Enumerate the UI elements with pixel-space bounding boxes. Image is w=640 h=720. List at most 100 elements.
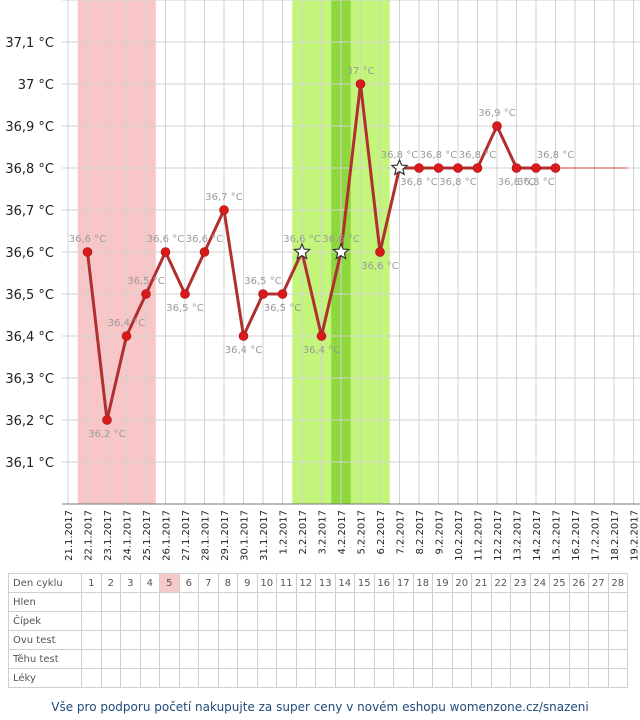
cycle-cell[interactable] [373, 668, 394, 688]
cycle-cell[interactable] [412, 592, 433, 612]
cycle-cell[interactable] [217, 649, 238, 669]
cycle-cell[interactable] [256, 668, 277, 688]
cycle-cell[interactable] [295, 592, 316, 612]
cycle-cell[interactable] [100, 592, 121, 612]
cycle-cell[interactable] [178, 611, 199, 631]
cycle-cell[interactable] [120, 668, 141, 688]
cycle-cell[interactable] [510, 668, 531, 688]
cycle-cell[interactable] [393, 668, 414, 688]
cycle-cell[interactable] [295, 649, 316, 669]
cycle-cell[interactable] [490, 611, 511, 631]
cycle-cell[interactable] [373, 630, 394, 650]
cycle-cell[interactable] [471, 630, 492, 650]
cycle-cell[interactable] [81, 668, 102, 688]
cycle-cell[interactable] [607, 611, 628, 631]
cycle-cell[interactable] [198, 649, 219, 669]
cycle-cell[interactable] [256, 649, 277, 669]
cycle-cell[interactable] [100, 611, 121, 631]
cycle-cell[interactable] [120, 649, 141, 669]
cycle-cell[interactable] [159, 592, 180, 612]
cycle-cell[interactable] [432, 611, 453, 631]
cycle-cell[interactable] [315, 668, 336, 688]
cycle-cell[interactable] [334, 649, 355, 669]
cycle-cell[interactable] [237, 630, 258, 650]
cycle-cell[interactable] [315, 649, 336, 669]
cycle-cell[interactable] [100, 630, 121, 650]
cycle-cell[interactable] [451, 611, 472, 631]
cycle-cell[interactable] [393, 592, 414, 612]
cycle-cell[interactable] [276, 649, 297, 669]
cycle-cell[interactable] [490, 592, 511, 612]
cycle-cell[interactable] [510, 611, 531, 631]
cycle-cell[interactable] [81, 630, 102, 650]
cycle-cell[interactable] [549, 630, 570, 650]
cycle-cell[interactable] [529, 611, 550, 631]
cycle-cell[interactable] [607, 649, 628, 669]
cycle-cell[interactable] [354, 668, 375, 688]
cycle-cell[interactable] [529, 592, 550, 612]
cycle-cell[interactable] [178, 649, 199, 669]
cycle-cell[interactable] [471, 649, 492, 669]
cycle-cell[interactable] [334, 630, 355, 650]
cycle-cell[interactable] [373, 611, 394, 631]
cycle-cell[interactable] [276, 668, 297, 688]
cycle-cell[interactable] [237, 649, 258, 669]
cycle-cell[interactable] [510, 630, 531, 650]
cycle-cell[interactable] [256, 611, 277, 631]
cycle-cell[interactable] [568, 649, 589, 669]
cycle-cell[interactable] [549, 668, 570, 688]
cycle-cell[interactable] [295, 611, 316, 631]
cycle-cell[interactable] [139, 630, 160, 650]
cycle-cell[interactable] [217, 668, 238, 688]
cycle-cell[interactable] [568, 668, 589, 688]
cycle-cell[interactable] [276, 630, 297, 650]
cycle-cell[interactable] [529, 649, 550, 669]
cycle-cell[interactable] [159, 611, 180, 631]
cycle-cell[interactable] [490, 649, 511, 669]
cycle-cell[interactable] [334, 611, 355, 631]
cycle-cell[interactable] [100, 649, 121, 669]
cycle-cell[interactable] [568, 611, 589, 631]
cycle-cell[interactable] [354, 649, 375, 669]
cycle-cell[interactable] [217, 592, 238, 612]
cycle-cell[interactable] [490, 630, 511, 650]
cycle-cell[interactable] [120, 592, 141, 612]
cycle-cell[interactable] [451, 592, 472, 612]
cycle-cell[interactable] [432, 668, 453, 688]
cycle-cell[interactable] [178, 630, 199, 650]
cycle-cell[interactable] [198, 592, 219, 612]
cycle-cell[interactable] [588, 592, 609, 612]
cycle-cell[interactable] [178, 668, 199, 688]
cycle-cell[interactable] [295, 630, 316, 650]
cycle-cell[interactable] [354, 611, 375, 631]
cycle-cell[interactable] [198, 668, 219, 688]
cycle-cell[interactable] [217, 611, 238, 631]
cycle-cell[interactable] [451, 668, 472, 688]
cycle-cell[interactable] [471, 611, 492, 631]
cycle-cell[interactable] [237, 668, 258, 688]
cycle-cell[interactable] [198, 611, 219, 631]
cycle-cell[interactable] [100, 668, 121, 688]
cycle-cell[interactable] [412, 630, 433, 650]
cycle-cell[interactable] [451, 649, 472, 669]
cycle-cell[interactable] [139, 649, 160, 669]
cycle-cell[interactable] [393, 630, 414, 650]
cycle-cell[interactable] [549, 592, 570, 612]
cycle-cell[interactable] [510, 592, 531, 612]
cycle-cell[interactable] [198, 630, 219, 650]
cycle-cell[interactable] [393, 649, 414, 669]
cycle-cell[interactable] [139, 611, 160, 631]
cycle-cell[interactable] [256, 592, 277, 612]
cycle-cell[interactable] [256, 630, 277, 650]
cycle-cell[interactable] [315, 592, 336, 612]
cycle-cell[interactable] [120, 630, 141, 650]
cycle-cell[interactable] [549, 649, 570, 669]
cycle-cell[interactable] [373, 649, 394, 669]
cycle-cell[interactable] [510, 649, 531, 669]
cycle-cell[interactable] [237, 592, 258, 612]
cycle-cell[interactable] [607, 668, 628, 688]
cycle-cell[interactable] [588, 668, 609, 688]
cycle-cell[interactable] [432, 630, 453, 650]
cycle-cell[interactable] [393, 611, 414, 631]
cycle-cell[interactable] [471, 592, 492, 612]
